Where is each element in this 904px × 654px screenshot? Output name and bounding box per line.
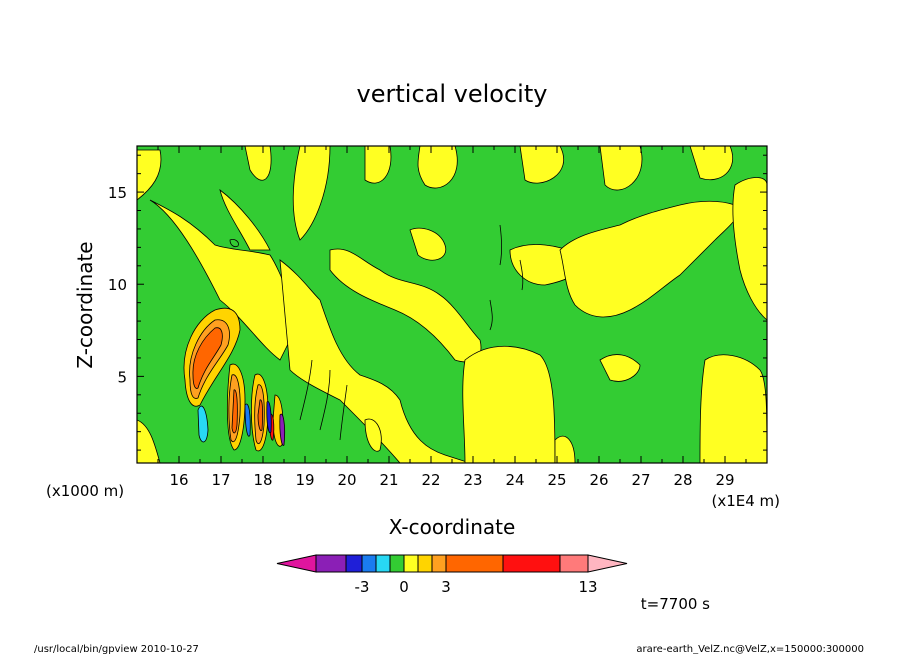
colorbar-max-arrow	[587, 554, 628, 573]
x-tick-label: 22	[421, 471, 440, 489]
colorbar-segment	[375, 554, 391, 573]
colorbar-segment	[389, 554, 405, 573]
colorbar-segment	[417, 554, 433, 573]
colorbar-label: -3	[355, 578, 370, 596]
colorbar-segment	[403, 554, 419, 573]
x-tick-label: 25	[547, 471, 566, 489]
x-scale-label-right: (x1E4 m)	[711, 492, 780, 510]
positive-peak-regions	[192, 327, 263, 434]
x-tick-label: 28	[673, 471, 692, 489]
x-tick-label: 23	[463, 471, 482, 489]
colorbar-label: 3	[441, 578, 451, 596]
x-axis-ticks: 16 17 18 19 20 21 22 23 24 25 26 27 28 29	[157, 146, 747, 489]
x-tick-label: 19	[295, 471, 314, 489]
colorbar	[276, 554, 628, 573]
colorbar-min-arrow	[276, 554, 317, 573]
x-tick-label: 21	[379, 471, 398, 489]
x-tick-label: 18	[253, 471, 272, 489]
footer-left: /usr/local/bin/gpview 2010-10-27	[34, 644, 199, 654]
contour-lines	[229, 224, 524, 441]
colorbar-label: 13	[578, 578, 597, 596]
y-tick-label: 10	[108, 276, 127, 294]
y-tick-label: 15	[108, 184, 127, 202]
colorbar-labels: -3 0 3 13	[355, 578, 598, 596]
colorbar-segment	[559, 554, 589, 573]
x-tick-label: 24	[505, 471, 524, 489]
colorbar-segment	[502, 554, 561, 573]
x-tick-label: 26	[589, 471, 608, 489]
colorbar-label: 0	[399, 578, 409, 596]
x-axis-label: X-coordinate	[389, 515, 516, 539]
colorbar-segment	[315, 554, 347, 573]
contour-field	[137, 146, 767, 463]
x-tick-label: 20	[337, 471, 356, 489]
y-axis-ticks: 5 10 15	[108, 154, 767, 451]
x-tick-label: 29	[715, 471, 734, 489]
colorbar-segment	[361, 554, 377, 573]
x-scale-label-left: (x1000 m)	[46, 482, 124, 500]
chart-title: vertical velocity	[357, 80, 548, 108]
colorbar-segment	[445, 554, 504, 573]
negative-regions	[197, 401, 286, 446]
x-tick-label: 17	[211, 471, 230, 489]
time-annotation: t=7700 s	[641, 595, 710, 613]
colorbar-segment	[345, 554, 363, 573]
footer-right: arare-earth_VelZ.nc@VelZ,x=150000:300000	[636, 644, 864, 654]
y-tick-label: 5	[117, 368, 127, 386]
x-tick-label: 16	[169, 471, 188, 489]
colorbar-segment	[431, 554, 447, 573]
x-tick-label: 27	[631, 471, 650, 489]
y-axis-label: Z-coordinate	[73, 241, 97, 368]
positive-weak-regions	[137, 146, 767, 463]
